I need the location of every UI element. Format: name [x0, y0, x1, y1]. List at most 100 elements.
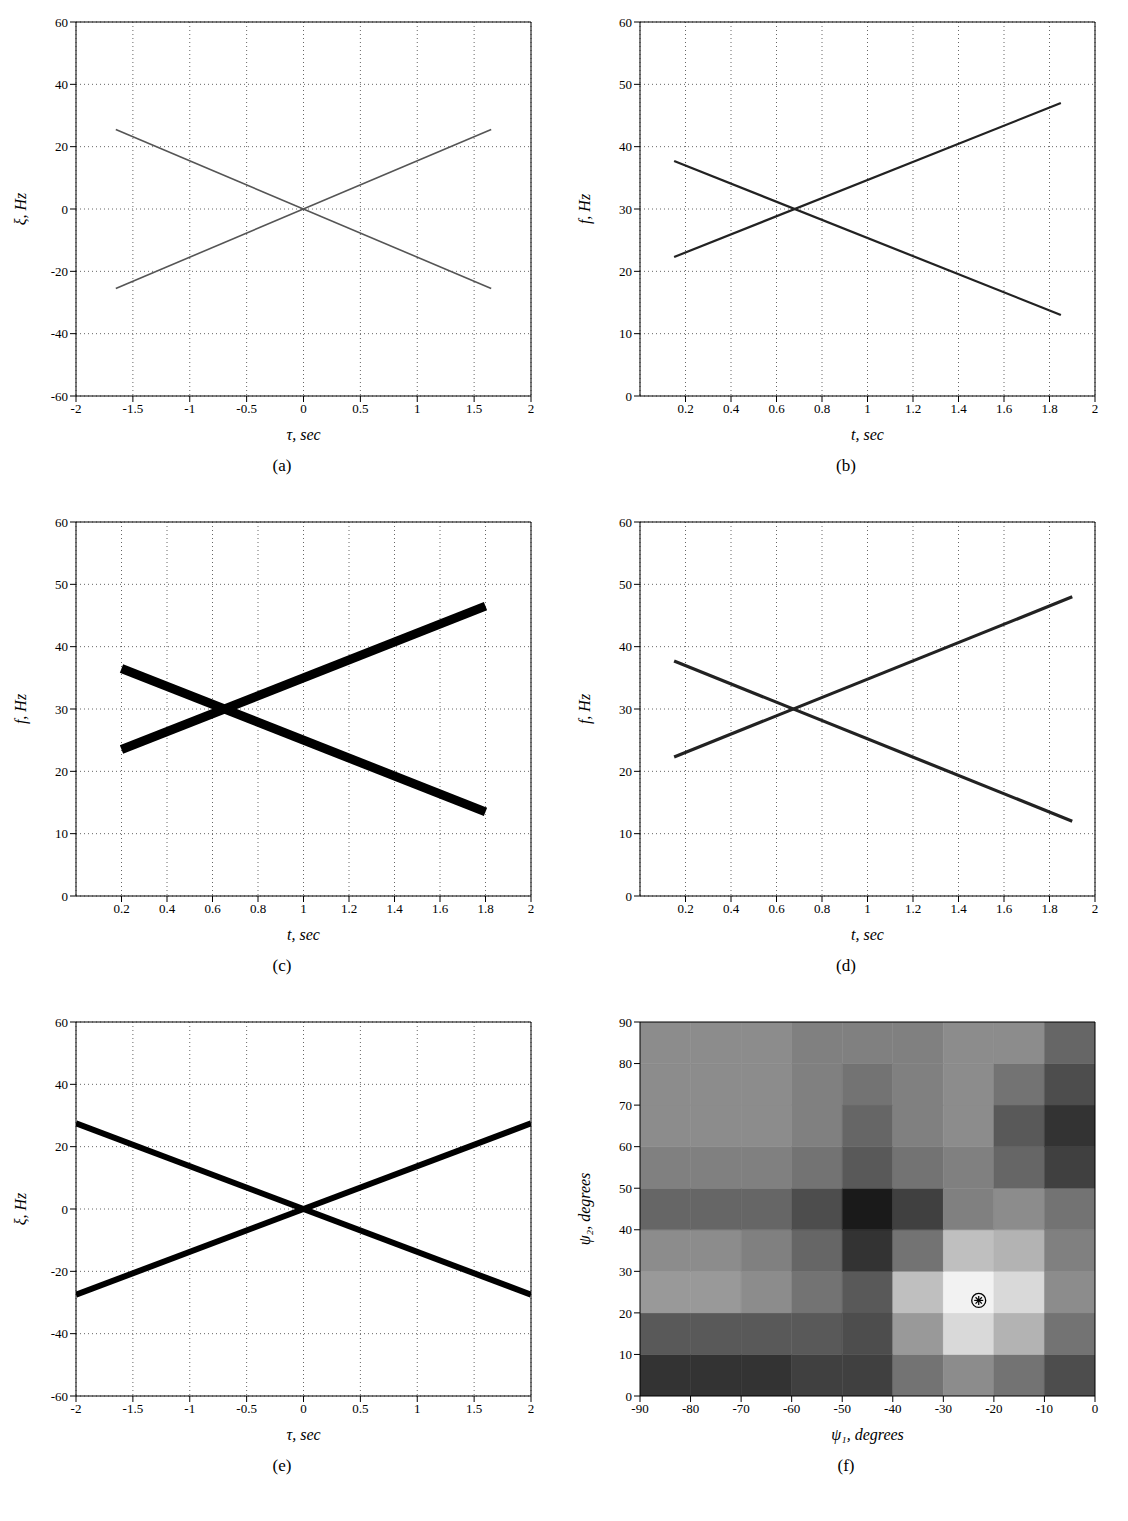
svg-text:0: 0 [61, 889, 68, 904]
svg-text:1.8: 1.8 [1041, 901, 1057, 916]
svg-text:ξ, Hz: ξ, Hz [11, 1192, 28, 1225]
svg-text:50: 50 [619, 77, 632, 92]
svg-text:1.2: 1.2 [904, 901, 920, 916]
svg-text:1.4: 1.4 [386, 901, 403, 916]
svg-text:30: 30 [619, 1264, 632, 1279]
svg-text:20: 20 [55, 1139, 68, 1154]
svg-text:0: 0 [1091, 1401, 1098, 1416]
svg-text:-40: -40 [50, 1326, 67, 1341]
svg-text:-60: -60 [782, 1401, 799, 1416]
svg-text:60: 60 [619, 515, 632, 530]
svg-text:1.2: 1.2 [340, 901, 356, 916]
svg-text:-50: -50 [833, 1401, 850, 1416]
svg-text:30: 30 [619, 702, 632, 717]
svg-text:60: 60 [55, 515, 68, 530]
svg-text:ξ, Hz: ξ, Hz [11, 192, 28, 225]
svg-text:0: 0 [300, 401, 307, 416]
svg-text:-0.5: -0.5 [236, 401, 257, 416]
svg-text:1.6: 1.6 [995, 401, 1012, 416]
svg-text:2: 2 [527, 901, 534, 916]
svg-text:-2: -2 [70, 1401, 81, 1416]
svg-text:2: 2 [527, 1401, 534, 1416]
svg-text:-1: -1 [184, 401, 195, 416]
svg-text:-40: -40 [884, 1401, 901, 1416]
svg-text:10: 10 [619, 326, 632, 341]
svg-text:t, sec: t, sec [287, 926, 320, 943]
svg-text:60: 60 [619, 15, 632, 30]
svg-text:30: 30 [55, 702, 68, 717]
svg-text:20: 20 [619, 1306, 632, 1321]
svg-text:1.8: 1.8 [1041, 401, 1057, 416]
svg-text:0.2: 0.2 [677, 901, 693, 916]
svg-text:ψ₂, degrees: ψ₂, degrees [575, 1173, 593, 1246]
svg-text:1.6: 1.6 [431, 901, 448, 916]
svg-text:0.2: 0.2 [113, 901, 129, 916]
svg-text:40: 40 [619, 139, 632, 154]
svg-text:0: 0 [625, 889, 632, 904]
svg-text:40: 40 [619, 1222, 632, 1237]
svg-text:40: 40 [619, 639, 632, 654]
svg-text:t, sec: t, sec [851, 926, 884, 943]
svg-text:10: 10 [55, 826, 68, 841]
svg-text:1.8: 1.8 [477, 901, 493, 916]
svg-text:0.8: 0.8 [249, 901, 265, 916]
svg-text:0: 0 [61, 1202, 68, 1217]
svg-text:-20: -20 [50, 1264, 67, 1279]
svg-text:0.6: 0.6 [204, 901, 221, 916]
svg-text:-20: -20 [50, 264, 67, 279]
svg-text:-1.5: -1.5 [122, 401, 143, 416]
svg-text:-70: -70 [732, 1401, 749, 1416]
svg-text:1.5: 1.5 [466, 1401, 482, 1416]
svg-text:ψ₁, degrees: ψ₁, degrees [831, 1426, 904, 1444]
svg-text:0.4: 0.4 [722, 901, 739, 916]
svg-text:f, Hz: f, Hz [575, 193, 593, 224]
svg-text:2: 2 [1091, 401, 1098, 416]
svg-text:1.4: 1.4 [950, 901, 967, 916]
svg-text:0: 0 [61, 202, 68, 217]
svg-text:0.8: 0.8 [813, 901, 829, 916]
svg-text:0: 0 [625, 1389, 632, 1404]
svg-text:20: 20 [619, 764, 632, 779]
svg-text:-40: -40 [50, 326, 67, 341]
svg-text:0.4: 0.4 [158, 901, 175, 916]
svg-text:1: 1 [414, 1401, 421, 1416]
svg-text:1: 1 [864, 901, 871, 916]
svg-text:-60: -60 [50, 1389, 67, 1404]
svg-text:60: 60 [55, 15, 68, 30]
svg-text:-80: -80 [681, 1401, 698, 1416]
svg-text:τ, sec: τ, sec [286, 426, 320, 443]
svg-text:-1.5: -1.5 [122, 1401, 143, 1416]
svg-text:20: 20 [619, 264, 632, 279]
svg-text:-20: -20 [985, 1401, 1002, 1416]
svg-text:40: 40 [55, 639, 68, 654]
svg-text:40: 40 [55, 1077, 68, 1092]
svg-text:40: 40 [55, 77, 68, 92]
svg-text:f, Hz: f, Hz [575, 693, 593, 724]
svg-text:-90: -90 [631, 1401, 648, 1416]
svg-text:50: 50 [619, 1181, 632, 1196]
svg-text:0.5: 0.5 [352, 1401, 368, 1416]
svg-text:80: 80 [619, 1056, 632, 1071]
svg-text:f, Hz: f, Hz [11, 693, 29, 724]
svg-text:0.5: 0.5 [352, 401, 368, 416]
svg-text:1: 1 [414, 401, 421, 416]
svg-text:60: 60 [55, 1015, 68, 1030]
svg-text:50: 50 [55, 577, 68, 592]
svg-text:2: 2 [527, 401, 534, 416]
svg-text:0.2: 0.2 [677, 401, 693, 416]
svg-text:-60: -60 [50, 389, 67, 404]
svg-text:1: 1 [864, 401, 871, 416]
svg-text:10: 10 [619, 1347, 632, 1362]
svg-text:0.6: 0.6 [768, 901, 785, 916]
svg-text:0: 0 [300, 1401, 307, 1416]
svg-text:-0.5: -0.5 [236, 1401, 257, 1416]
svg-text:50: 50 [619, 577, 632, 592]
svg-text:-30: -30 [934, 1401, 951, 1416]
svg-text:-10: -10 [1035, 1401, 1052, 1416]
svg-text:90: 90 [619, 1015, 632, 1030]
svg-text:30: 30 [619, 202, 632, 217]
svg-text:10: 10 [619, 826, 632, 841]
svg-text:τ, sec: τ, sec [286, 1426, 320, 1443]
svg-text:1.5: 1.5 [466, 401, 482, 416]
svg-text:1.6: 1.6 [995, 901, 1012, 916]
